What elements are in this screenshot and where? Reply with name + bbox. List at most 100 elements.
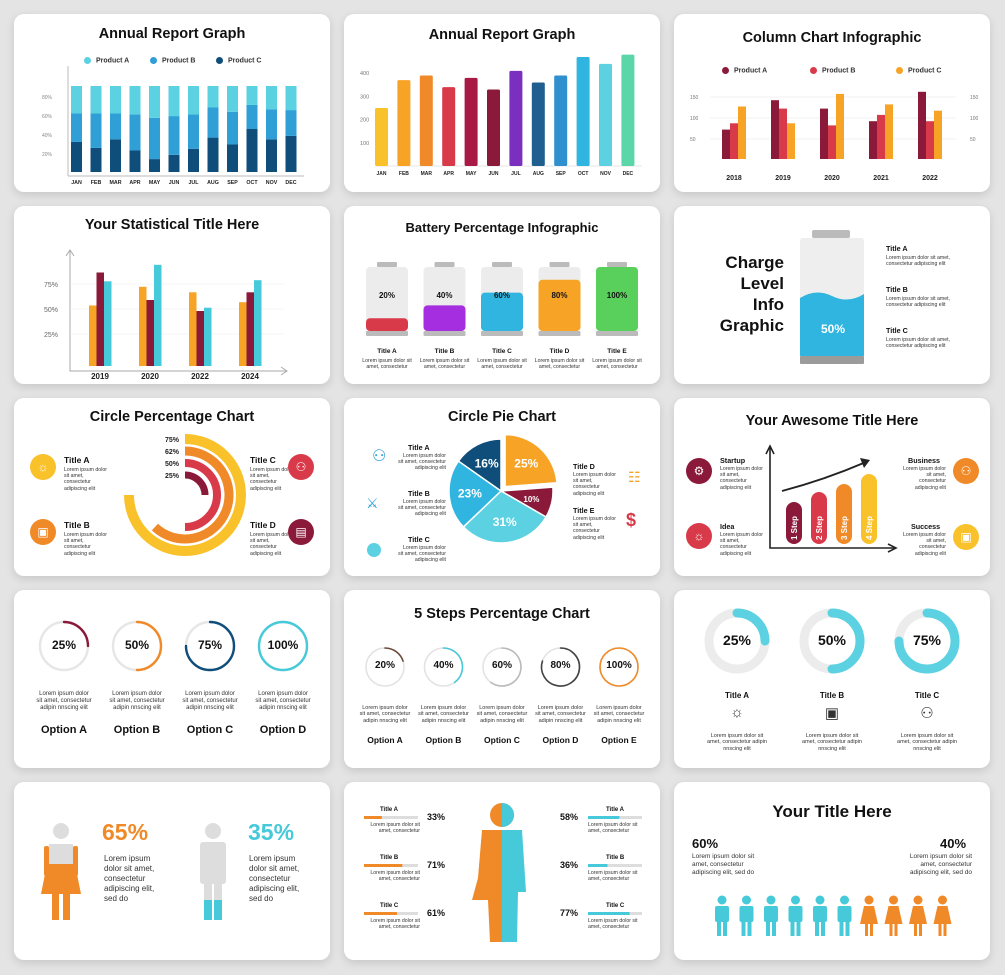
person-head-6 bbox=[864, 895, 874, 905]
bar-fill-left-0 bbox=[364, 816, 382, 819]
battery-cap bbox=[812, 230, 850, 238]
card-statistical: Your Statistical Title Here 75% 50% 25% 201… bbox=[14, 206, 330, 384]
bar-jul-product-a bbox=[188, 86, 199, 115]
figure-male-half bbox=[502, 830, 526, 942]
bar-jan-product-c bbox=[71, 141, 82, 172]
x-tick: MAR bbox=[109, 180, 121, 186]
bar-2019-0 bbox=[89, 305, 97, 366]
bar-2019-0 bbox=[771, 100, 779, 159]
percent-male: 35% bbox=[248, 819, 295, 845]
thick-ring-0 bbox=[732, 608, 770, 646]
bar-may-product-a bbox=[149, 86, 160, 118]
card-battery: Battery Percentage Infographic 20% Title … bbox=[344, 206, 660, 384]
step-option: Option D bbox=[542, 735, 579, 745]
step-percent: 60% bbox=[491, 660, 512, 671]
ring-percent: 25% bbox=[722, 632, 752, 648]
battery-desc: Lorem ipsum dolor sit amet, consectetur bbox=[592, 358, 642, 371]
card-your-title: Your Title Here 60% Lorem ipsum dolor si… bbox=[674, 782, 990, 960]
stacked-bar-chart: 80% 60% 40% 20% JAN FEB MAR APR MAY JUN JUL AUG SEP O… bbox=[42, 66, 304, 186]
x-tick: 2020 bbox=[824, 175, 840, 182]
battery-title: Title A bbox=[377, 348, 397, 355]
battery-fill bbox=[800, 292, 864, 356]
bar-may bbox=[464, 77, 478, 166]
battery-title: Title B bbox=[434, 348, 455, 355]
item-title-a: Title A bbox=[886, 244, 908, 253]
step-bar-3 bbox=[861, 474, 877, 544]
male-leg bbox=[214, 900, 222, 920]
x-tick: FEB bbox=[91, 180, 102, 186]
person-body bbox=[837, 906, 852, 922]
item-desc: Lorem ipsum dolor sit amet, consectetur … bbox=[104, 854, 155, 903]
x-tick: NOV bbox=[266, 180, 278, 186]
x-tick: 2020 bbox=[141, 372, 159, 381]
person-head-7 bbox=[889, 895, 898, 905]
bar-desc: Lorem ipsum dolor sit amet, consectetur bbox=[370, 870, 420, 883]
legend-product-c: Product C bbox=[896, 67, 941, 74]
bar-apr-product-b bbox=[129, 114, 141, 151]
person-head-0 bbox=[717, 895, 727, 905]
bar-sep-product-c bbox=[227, 144, 238, 172]
step-option: Option C bbox=[484, 735, 520, 745]
bar-2021-1 bbox=[877, 114, 885, 159]
person-leg bbox=[894, 924, 898, 936]
step-ring-0 bbox=[384, 647, 404, 662]
bar-2020-0 bbox=[820, 108, 828, 159]
bar-jan-product-a bbox=[71, 86, 82, 114]
item-title-d: Title D bbox=[573, 462, 595, 471]
gear-icon: ⚙ bbox=[686, 458, 712, 484]
item-desc: Lorem ipsum dolor sit amet, consectetur … bbox=[398, 453, 446, 472]
step-desc: Lorem ipsum dolor sit amet, consectetur … bbox=[476, 705, 528, 724]
bar-2019-1 bbox=[96, 272, 104, 366]
y-tick: 100 bbox=[360, 141, 369, 147]
battery-title: Title E bbox=[607, 348, 627, 355]
bar-sep bbox=[554, 75, 568, 166]
bar-percent: 71% bbox=[427, 860, 446, 870]
bar-desc: Lorem ipsum dolor sit amet, consectetur bbox=[370, 918, 420, 931]
ring-percent: 25% bbox=[51, 638, 77, 652]
bar-jun-product-a bbox=[168, 86, 180, 117]
item-desc: Lorem ipsum dolor sit amet, consectetur … bbox=[398, 545, 446, 564]
person-leg bbox=[845, 922, 850, 936]
people-row bbox=[715, 895, 952, 936]
x-tick: 2019 bbox=[775, 175, 791, 182]
female-leg bbox=[52, 894, 59, 920]
battery-body bbox=[366, 267, 408, 331]
y-tick-right: 100 bbox=[970, 116, 979, 122]
bar-percent: 61% bbox=[427, 908, 446, 918]
bar-nov-product-b bbox=[266, 109, 277, 140]
step-label: 4 Step bbox=[865, 516, 874, 540]
battery-base bbox=[596, 331, 638, 336]
y-tick: 50 bbox=[690, 137, 696, 143]
person-head-4 bbox=[815, 895, 825, 905]
person-leg bbox=[717, 922, 721, 936]
item-desc: Lorem ipsum dolor sit amet, consectetur … bbox=[886, 337, 951, 350]
person-head-2 bbox=[766, 895, 776, 905]
female-leg bbox=[63, 894, 70, 920]
bar-jan bbox=[375, 108, 388, 166]
bar-jun-product-b bbox=[168, 116, 180, 155]
x-tick: MAY bbox=[149, 180, 161, 186]
battery-base bbox=[481, 331, 523, 336]
card-circle-percentage: Circle Percentage Chart 75% 62% 50% 25% ☼ T… bbox=[14, 398, 330, 576]
person-leg bbox=[839, 922, 844, 936]
ring-3 bbox=[184, 471, 209, 496]
briefcase-icon: ▣ bbox=[30, 519, 56, 545]
pie-slice-4 bbox=[457, 438, 502, 493]
card-title: Your Awesome Title Here bbox=[745, 413, 919, 429]
ring-desc: Lorem ipsum dolor sit amet, consectetur … bbox=[36, 691, 92, 711]
item-title-e: Title E bbox=[573, 506, 595, 515]
item-desc: Lorem ipsum dolor sit amet, consectetur … bbox=[249, 854, 300, 903]
battery-fill-0 bbox=[366, 318, 408, 331]
bar-desc: Lorem ipsum dolor sit amet, consectetur bbox=[588, 918, 638, 931]
grouped-bar-chart: 75% 50% 25% 2019 2020 2022 2024 bbox=[44, 249, 288, 381]
x-tick: JAN bbox=[71, 180, 82, 186]
step-desc: Lorem ipsum dolor sit amet, consectetur … bbox=[593, 705, 645, 724]
x-tick: AUG bbox=[207, 180, 219, 186]
x-tick: FEB bbox=[399, 171, 409, 177]
person-dress bbox=[860, 906, 878, 924]
x-tick: JUN bbox=[169, 180, 180, 186]
step-bar-2 bbox=[836, 484, 852, 544]
card-awesome-title: Your Awesome Title Here 1 Step 2 Step 3 St… bbox=[674, 398, 990, 576]
step-option: Option A bbox=[367, 735, 403, 745]
ring-desc: Lorem ipsum dolor sit amet, consectetur … bbox=[802, 733, 862, 752]
